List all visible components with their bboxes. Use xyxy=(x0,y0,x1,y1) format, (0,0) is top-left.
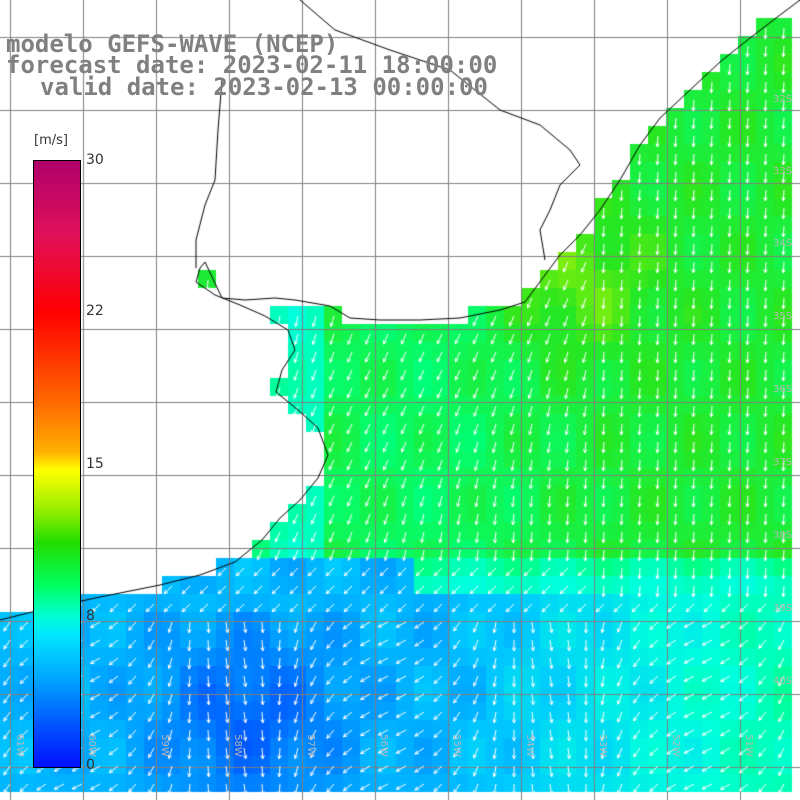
valid-date: valid date: 2023-02-13 00:00:00 xyxy=(40,73,488,101)
lat-label: 36S xyxy=(773,384,793,395)
colorbar-unit: [m/s] xyxy=(34,133,68,148)
lon-label: 51W xyxy=(742,734,754,757)
lon-label: 55W xyxy=(450,734,462,757)
lat-label: 35S xyxy=(773,311,793,322)
lat-label: 40S xyxy=(773,676,793,687)
lat-label: 34S xyxy=(773,238,793,249)
lon-label: 59W xyxy=(158,734,170,757)
lat-label: 37S xyxy=(773,457,793,468)
colorbar xyxy=(33,160,81,768)
lat-label: 38S xyxy=(773,530,793,541)
lat-label: 39S xyxy=(773,603,793,614)
lat-label: 33S xyxy=(773,166,793,177)
lon-label: 52W xyxy=(669,734,681,757)
lon-label: 60W xyxy=(85,734,97,757)
colorbar-tick-30: 30 xyxy=(86,152,104,168)
model-title: modelo GEFS-WAVE (NCEP) xyxy=(6,30,339,58)
colorbar-tick-0: 0 xyxy=(86,757,95,773)
lon-label: 54W xyxy=(523,734,535,757)
colorbar-tick-8: 8 xyxy=(86,608,95,624)
colorbar-tick-22: 22 xyxy=(86,303,104,319)
lon-label: 56W xyxy=(377,734,389,757)
lon-label: 57W xyxy=(304,734,316,757)
lon-label: 53W xyxy=(596,734,608,757)
colorbar-tick-15: 15 xyxy=(86,456,104,472)
lon-label: 61W xyxy=(13,734,25,757)
lat-label: 32S xyxy=(773,94,793,105)
forecast-date: forecast date: 2023-02-11 18:00:00 xyxy=(6,51,498,79)
lon-label: 58W xyxy=(231,734,243,757)
